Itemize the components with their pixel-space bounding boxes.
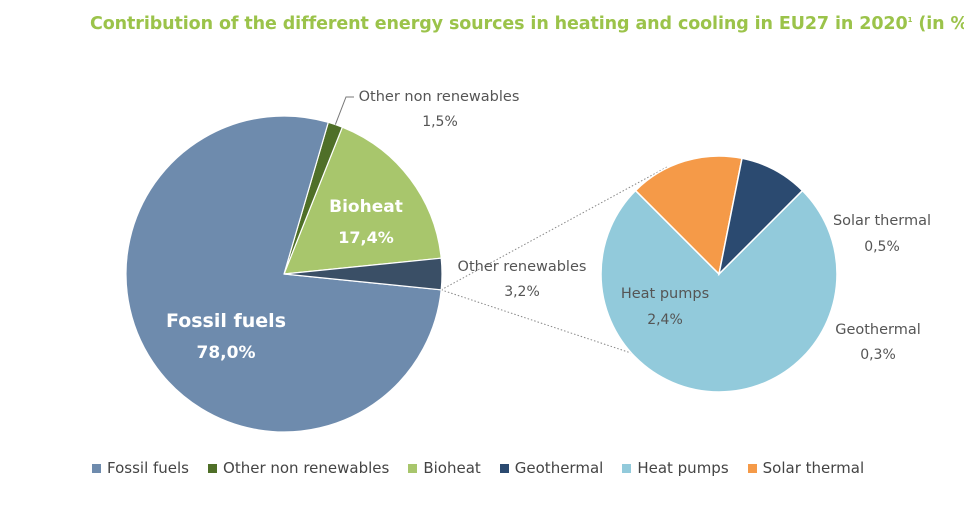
legend-swatch [408,463,418,473]
legend-item-geothermal: Geothermal [499,459,604,477]
main-pie [125,115,443,433]
value-geothermal: 0,3% [860,347,896,363]
slice-bioheat [283,126,442,275]
legend-swatch [92,463,101,473]
legend-swatch [622,463,632,473]
legend-label: Other non renewables [223,459,390,477]
legend-label: Bioheat [423,459,481,477]
label-other-renewables: Other renewables [458,259,587,275]
leader-line-other-non-renewables [334,96,354,125]
legend-item-solar-thermal: Solar thermal [747,459,865,477]
label-geothermal: Geothermal [835,322,921,338]
legend-label: Heat pumps [637,459,729,477]
legend-item-heat-pumps: Heat pumps [622,459,729,477]
label-other-non-renewables: Other non renewables [359,89,520,105]
chart-title: Contribution of the different energy sou… [90,14,964,34]
legend-item-bioheat: Bioheat [408,459,481,477]
slice-fossil-fuels [125,115,442,433]
connector-line-top [440,166,668,291]
label-solar-thermal: Solar thermal [833,213,931,229]
slice-geothermal [717,157,804,277]
value-solar-thermal: 0,5% [864,239,900,255]
legend-item-other-non-renewables: Other non renewables [208,459,389,477]
slice-heat-pumps [600,189,838,393]
slice-solar-thermal [634,155,743,276]
legend-label: Fossil fuels [107,459,190,477]
legend-swatch [208,463,218,473]
chart-title-text: Contribution of the different energy sou… [90,14,908,34]
value-fossil-fuels: 78,0% [197,343,256,363]
label-bioheat: Bioheat [329,197,403,217]
label-fossil-fuels: Fossil fuels [166,310,286,332]
value-bioheat: 17,4% [338,228,394,247]
value-heat-pumps: 2,4% [647,312,683,328]
label-heat-pumps: Heat pumps [621,286,709,302]
legend-label: Solar thermal [762,459,865,477]
legend-label: Geothermal [514,459,604,477]
value-other-non-renewables: 1,5% [422,114,458,130]
legend-swatch [747,463,757,473]
chart-title-note: 1 [907,16,913,25]
legend-swatch [499,463,509,473]
slice-other-renewables [283,257,443,291]
secondary-pie [600,155,838,393]
chart-title-unit: (in %) [918,14,964,34]
legend-item-fossil-fuels: Fossil fuels [92,459,189,477]
legend: Fossil fuels Other non renewables Bioheat G… [92,459,883,477]
value-other-renewables: 3,2% [504,284,540,300]
data-labels: Fossil fuels 78,0% Bioheat 17,4% Other non r… [166,89,931,363]
connector-lines [440,166,668,357]
